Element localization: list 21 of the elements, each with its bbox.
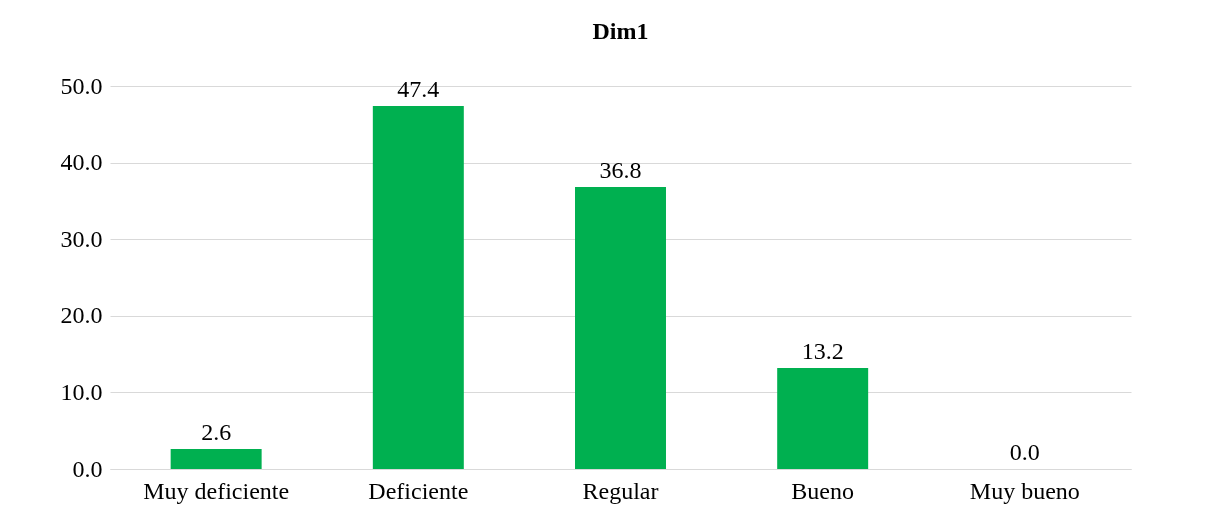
chart-title: Dim1 (592, 18, 649, 44)
data-label: 0.0 (1009, 439, 1040, 465)
x-tick-label: Deficiente (368, 477, 469, 504)
y-tick-label: 10.0 (60, 378, 103, 405)
bar (372, 105, 464, 469)
y-tick-label: 30.0 (60, 225, 103, 252)
x-tick-label: Muy deficiente (143, 477, 290, 504)
x-tick-label: Muy bueno (969, 477, 1080, 504)
y-tick-label: 20.0 (60, 302, 103, 329)
y-tick-label: 0.0 (72, 455, 103, 482)
bar (170, 449, 262, 469)
x-tick-label: Bueno (791, 477, 855, 504)
data-label: 2.6 (201, 419, 232, 446)
y-tick-label: 50.0 (60, 72, 103, 99)
bar (575, 187, 666, 469)
data-label: 47.4 (397, 75, 440, 102)
y-tick-label: 40.0 (60, 149, 103, 176)
x-tick-label: Regular (582, 477, 659, 504)
bar (777, 367, 869, 469)
data-label: 36.8 (599, 157, 642, 184)
data-label: 13.2 (801, 337, 844, 364)
